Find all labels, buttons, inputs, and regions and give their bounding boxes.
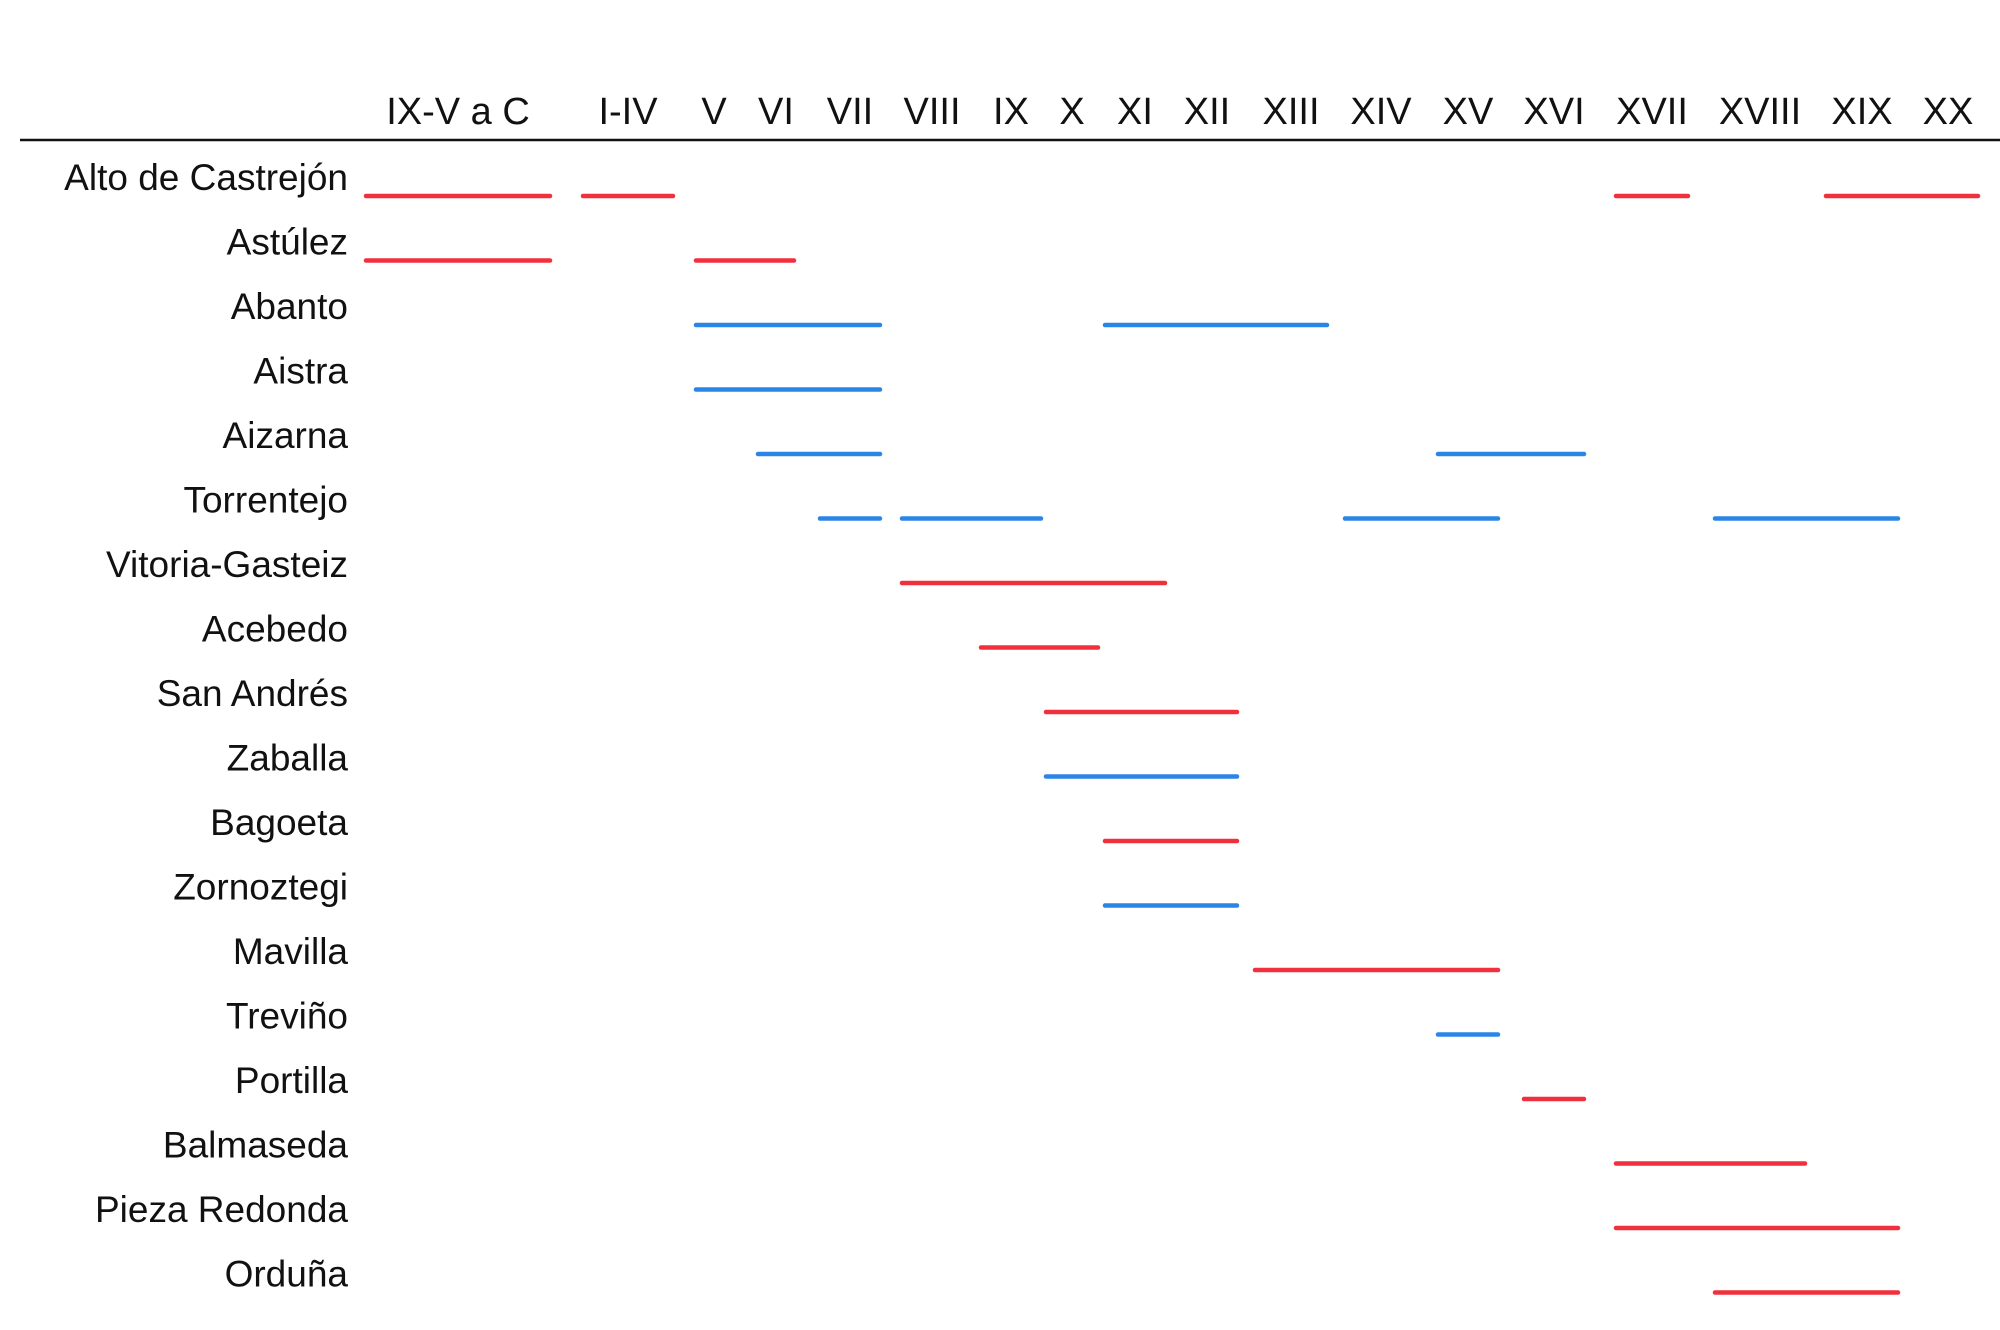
site-label: Astúlez [227,222,348,263]
period-label: XII [1184,91,1230,133]
site-label: Portilla [235,1060,349,1101]
site-label: Acebedo [202,609,348,650]
site-label: Zaballa [227,738,349,779]
period-label: XVII [1616,91,1688,133]
range-lines [363,193,1981,1295]
period-label: V [701,91,727,133]
period-label: XI [1117,91,1153,133]
period-label: XVIII [1719,91,1801,133]
period-label: XV [1443,91,1494,133]
site-label: Aizarna [223,415,349,456]
period-label: XIX [1831,91,1892,133]
period-label: IX-V a C [386,91,530,133]
site-axis: Alto de Castrejón Astúlez Abanto Aistra Aiza… [64,157,348,1295]
site-label: Bagoeta [210,802,348,843]
site-label: Zornoztegi [173,867,348,908]
period-label: XX [1923,91,1974,133]
site-label: Pieza Redonda [95,1189,348,1230]
period-label: I-IV [598,91,658,133]
period-axis: IX-V a C I-IV V VI VII VIII IX X XI XII XIII XIV XV X… [386,91,1973,133]
period-label: XVI [1523,91,1584,133]
site-label: Vitoria-Gasteiz [106,544,348,585]
period-label: X [1059,91,1084,133]
site-label: San Andrés [157,673,348,714]
site-label: Aistra [253,351,348,392]
site-label: Alto de Castrejón [64,157,348,198]
period-label: VI [758,91,794,133]
site-label: Treviño [226,996,348,1037]
period-label: VII [827,91,873,133]
site-label: Abanto [231,286,348,327]
site-label: Orduña [225,1254,349,1295]
site-label: Mavilla [233,931,349,972]
period-label: VIII [903,91,960,133]
period-label: XIV [1350,91,1412,133]
site-label: Balmaseda [163,1125,349,1166]
period-label: IX [993,91,1029,133]
site-label: Torrentejo [183,480,348,521]
period-label: XIII [1262,91,1319,133]
